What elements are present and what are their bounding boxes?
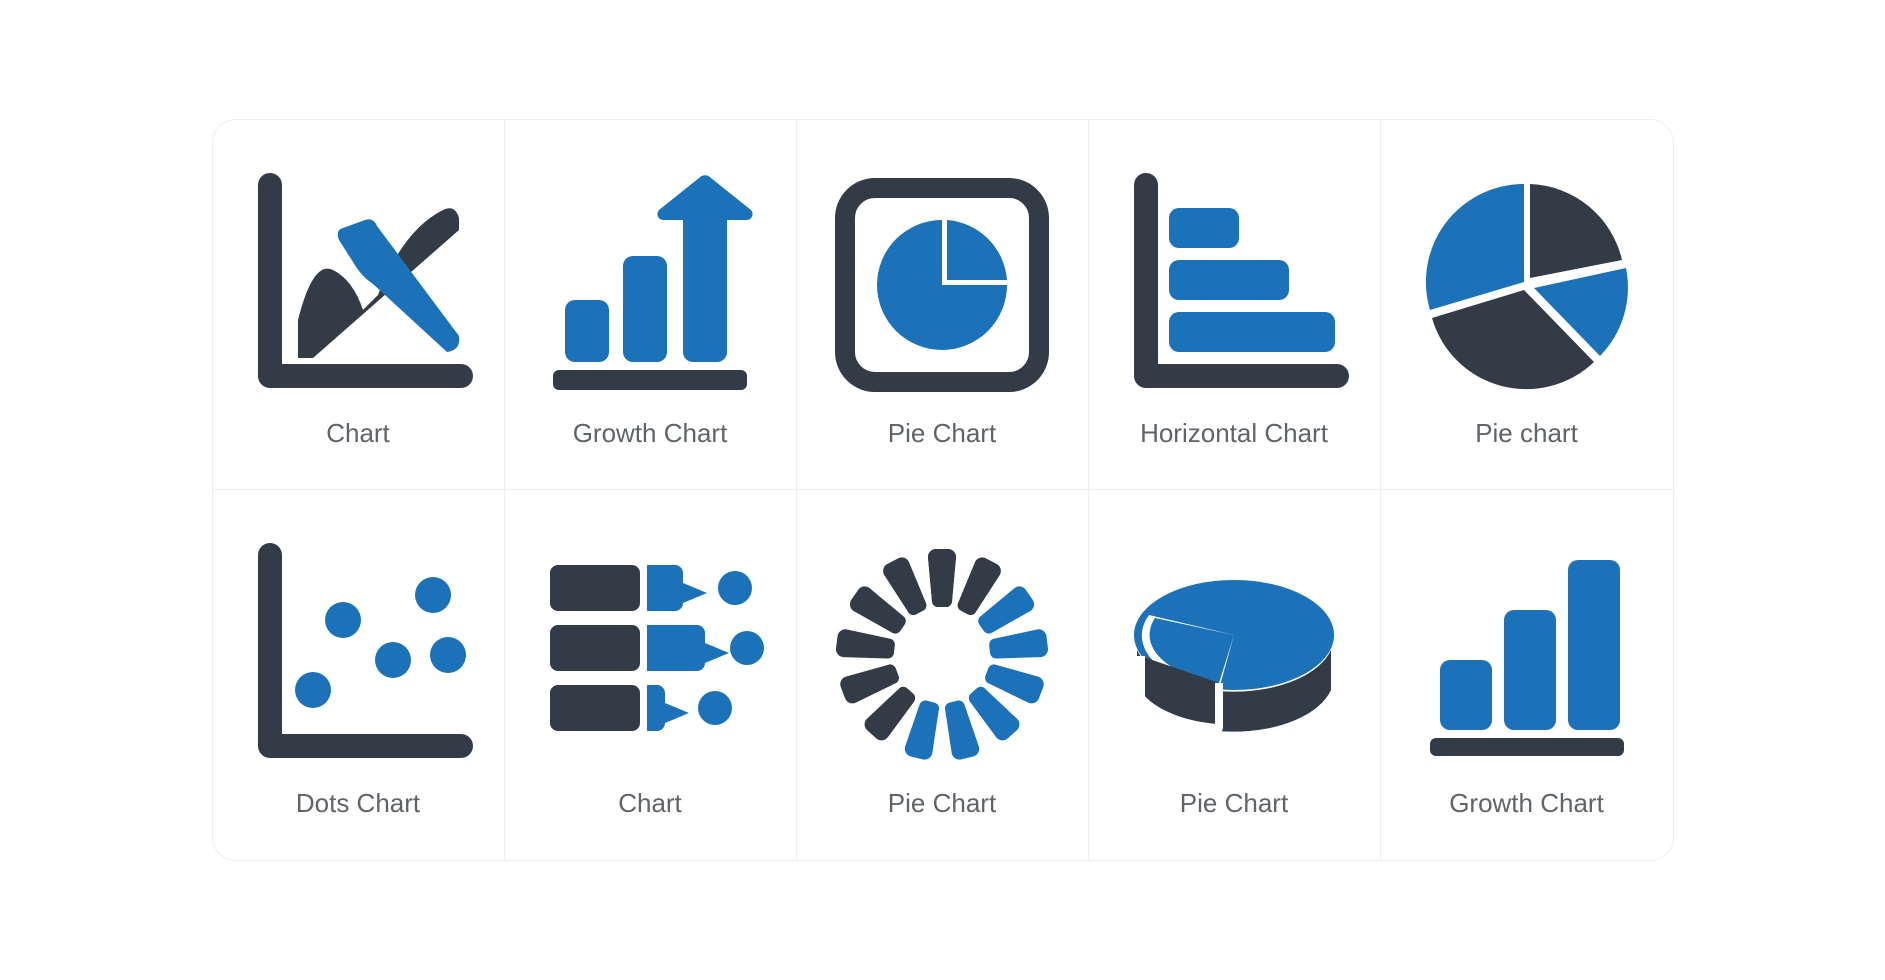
label-radial-segments: Pie Chart [888,788,996,819]
label-area-chart: Chart [326,418,390,449]
bar-growth-icon [1412,540,1642,770]
label-horizontal-bars: Horizontal Chart [1140,418,1328,449]
label-growth-arrow: Growth Chart [573,418,728,449]
pie-split-icon [1412,170,1642,400]
growth-arrow-icon [535,170,765,400]
label-bar-growth: Growth Chart [1449,788,1604,819]
area-chart-icon [243,170,473,400]
cell-horizontal-bars: Horizontal Chart [1089,120,1381,490]
cell-pie-boxed: Pie Chart [797,120,1089,490]
cell-area-chart: Chart [213,120,505,490]
label-pie-split: Pie chart [1475,418,1578,449]
cell-bar-growth: Growth Chart [1381,490,1673,860]
label-pie-boxed: Pie Chart [888,418,996,449]
dots-chart-icon [243,540,473,770]
label-pie-3d: Pie Chart [1180,788,1288,819]
icon-grid: Chart Growth Chart Pie Chart [212,119,1674,861]
cell-dots-chart: Dots Chart [213,490,505,860]
flow-chart-icon [535,540,765,770]
cell-flow-chart: Chart [505,490,797,860]
cell-pie-3d: Pie Chart [1089,490,1381,860]
radial-segments-icon [827,540,1057,770]
pie-boxed-icon [827,170,1057,400]
label-dots-chart: Dots Chart [296,788,420,819]
cell-growth-arrow: Growth Chart [505,120,797,490]
horizontal-bars-icon [1119,170,1349,400]
cell-pie-split: Pie chart [1381,120,1673,490]
pie-3d-icon [1119,540,1349,770]
label-flow-chart: Chart [618,788,682,819]
cell-radial-segments: Pie Chart [797,490,1089,860]
